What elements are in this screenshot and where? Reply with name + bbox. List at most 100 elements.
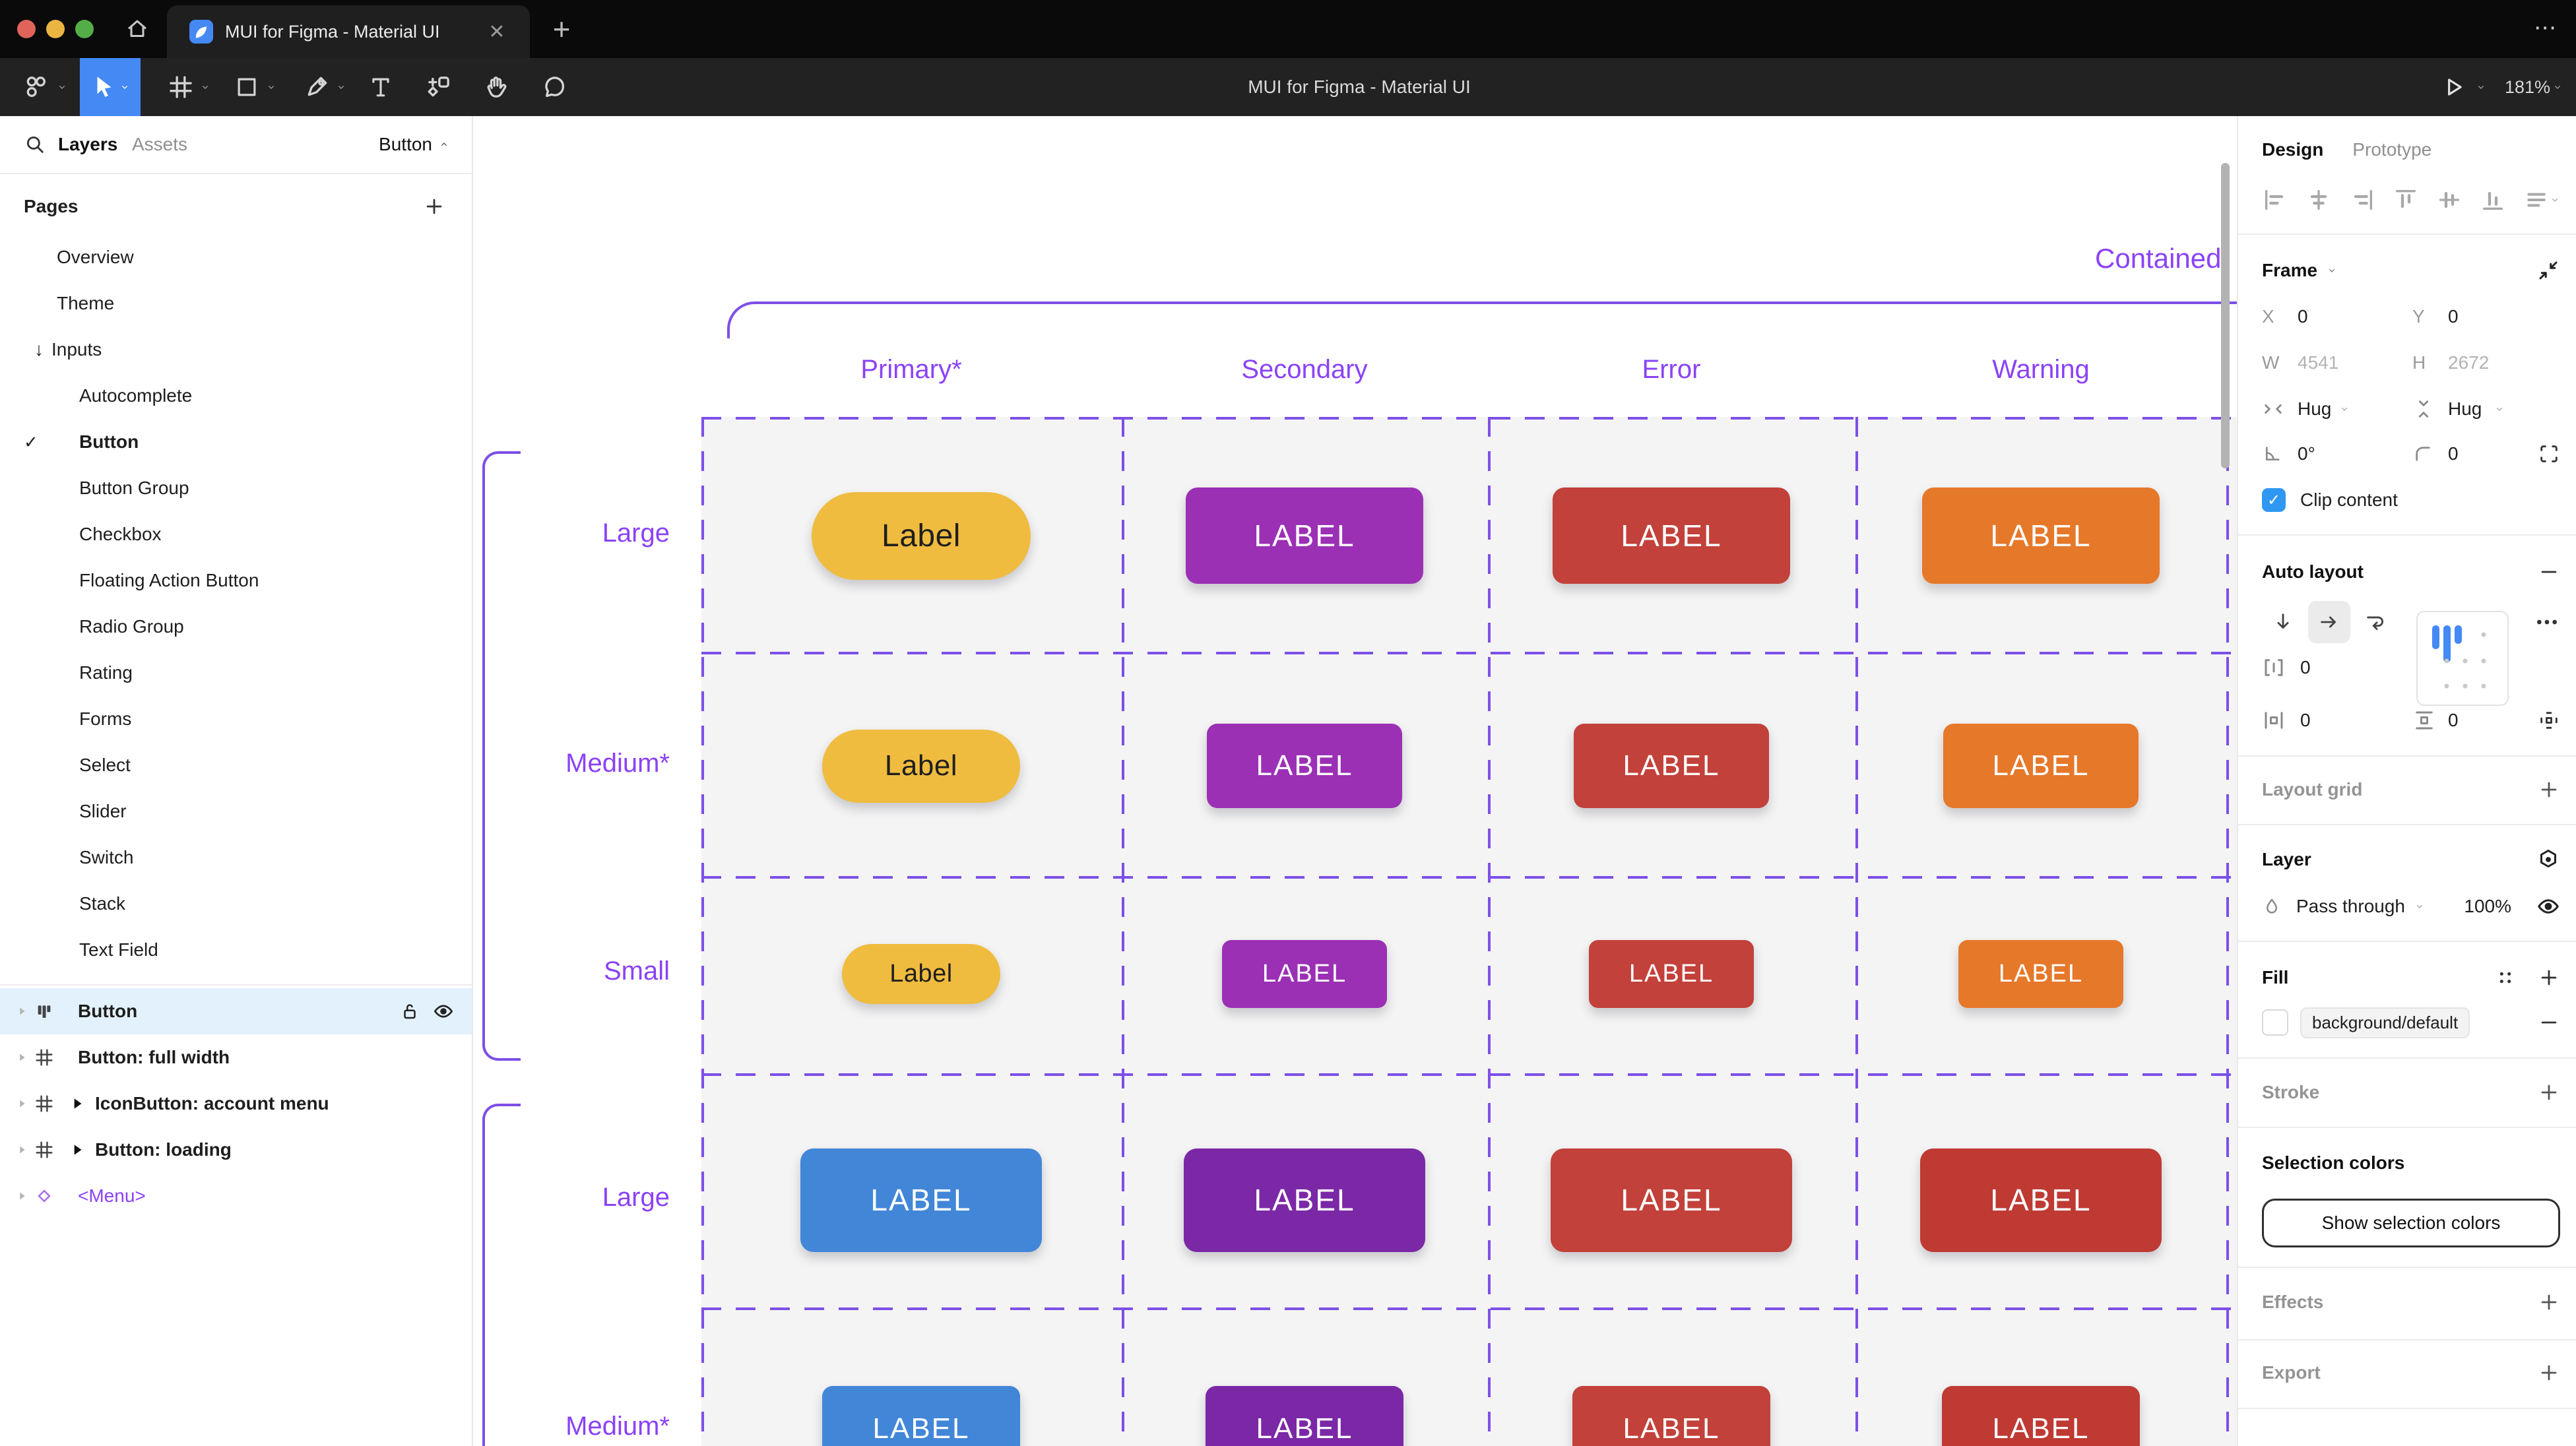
canvas-button[interactable]: LABEL — [1958, 939, 2123, 1008]
hand-tool-button[interactable] — [480, 58, 512, 116]
frame-header-label[interactable]: Frame — [2262, 260, 2318, 280]
blend-mode-icon[interactable] — [2536, 848, 2560, 871]
page-item-forms[interactable]: Forms — [79, 708, 132, 729]
vertical-padding-input[interactable]: 0 — [2448, 710, 2459, 730]
pen-tool-chevron-icon[interactable] — [334, 58, 348, 116]
tab-prototype[interactable]: Prototype — [2352, 139, 2432, 160]
new-tab-button[interactable]: + — [552, 12, 571, 46]
row-label-large[interactable]: Large — [602, 1183, 670, 1212]
tab-design[interactable]: Design — [2262, 139, 2324, 160]
canvas-button[interactable]: LABEL — [1589, 939, 1754, 1008]
row-label-medium[interactable]: Medium* — [565, 1412, 670, 1441]
page-item-theme[interactable]: Theme — [57, 293, 115, 313]
opacity-input[interactable]: 100% — [2464, 896, 2511, 916]
pen-tool-button[interactable] — [301, 58, 333, 116]
main-menu-chevron-icon[interactable] — [54, 58, 70, 116]
home-icon[interactable] — [125, 17, 149, 41]
page-item-stack[interactable]: Stack — [79, 893, 126, 914]
align-left-icon[interactable] — [2262, 187, 2288, 213]
direction-vertical-button[interactable] — [2262, 601, 2304, 643]
canvas-button[interactable]: LABEL — [1943, 724, 2139, 808]
canvas-scrollbar[interactable] — [2221, 163, 2230, 468]
direction-horizontal-button[interactable] — [2308, 601, 2350, 643]
canvas-button[interactable]: LABEL — [1922, 487, 2160, 584]
layer-item-button-full-width[interactable]: Button: full width — [0, 1034, 472, 1081]
show-selection-colors-button[interactable]: Show selection colors — [2262, 1199, 2560, 1247]
add-page-button[interactable] — [423, 195, 445, 218]
align-horizontal-center-icon[interactable] — [2305, 187, 2332, 213]
canvas-button[interactable]: LABEL — [1206, 1385, 1403, 1446]
text-tool-button[interactable] — [365, 58, 397, 116]
align-vertical-center-icon[interactable] — [2436, 187, 2463, 213]
collapse-panel-icon[interactable] — [2536, 259, 2560, 282]
canvas-button[interactable]: Label — [842, 943, 1000, 1004]
independent-corners-icon[interactable] — [2538, 443, 2560, 465]
frame-header-chevron-icon[interactable] — [2327, 265, 2337, 276]
tab-assets[interactable]: Assets — [132, 134, 188, 154]
distribute-menu[interactable] — [2523, 187, 2560, 213]
page-item-text-field[interactable]: Text Field — [79, 939, 158, 960]
horizontal-padding-input[interactable]: 0 — [2300, 710, 2311, 730]
column-header-error[interactable]: Error — [1642, 355, 1701, 384]
disclosure-icon[interactable] — [15, 1004, 29, 1019]
canvas-button[interactable]: LABEL — [1551, 1148, 1792, 1252]
add-effect-icon[interactable] — [2538, 1291, 2560, 1313]
canvas-button[interactable]: LABEL — [1184, 1148, 1425, 1252]
remove-fill-icon[interactable] — [2538, 1011, 2560, 1034]
horizontal-sizing-select[interactable]: Hug — [2298, 398, 2332, 419]
main-menu-icon[interactable] — [18, 58, 53, 116]
row-label-medium[interactable]: Medium* — [565, 749, 670, 778]
add-export-icon[interactable] — [2538, 1362, 2560, 1384]
canvas-button[interactable]: LABEL — [1572, 1385, 1770, 1446]
add-layout-grid-icon[interactable] — [2538, 778, 2560, 801]
independent-padding-icon[interactable] — [2538, 709, 2560, 732]
page-item-radio-group[interactable]: Radio Group — [79, 616, 184, 637]
disclosure-icon[interactable] — [15, 1096, 29, 1111]
canvas-button[interactable]: Label — [822, 729, 1020, 803]
tab-layers[interactable]: Layers — [58, 134, 118, 154]
column-header-secondary[interactable]: Secondary — [1241, 355, 1368, 384]
canvas-button[interactable]: LABEL — [1942, 1385, 2140, 1446]
canvas-button[interactable]: LABEL — [1920, 1148, 2162, 1252]
lock-open-icon[interactable] — [400, 1001, 420, 1021]
align-top-icon[interactable] — [2393, 187, 2419, 213]
align-right-icon[interactable] — [2349, 187, 2375, 213]
blend-mode-select[interactable]: Pass through — [2296, 896, 2405, 916]
zoom-level[interactable]: 181% — [2505, 77, 2551, 97]
add-fill-icon[interactable] — [2538, 966, 2560, 989]
search-icon[interactable] — [24, 133, 46, 156]
present-button[interactable] — [2437, 58, 2469, 116]
remove-auto-layout-icon[interactable] — [2538, 561, 2560, 583]
page-item-slider[interactable]: Slider — [79, 801, 127, 821]
page-item-select[interactable]: Select — [79, 755, 131, 775]
page-item-floating-action-button[interactable]: Floating Action Button — [79, 570, 259, 590]
canvas-button[interactable]: LABEL — [822, 1385, 1020, 1446]
traffic-zoom-button[interactable] — [75, 20, 94, 38]
clip-content-checkbox[interactable]: ✓ — [2262, 488, 2286, 512]
zoom-chevron-icon[interactable] — [2550, 58, 2565, 116]
add-stroke-icon[interactable] — [2538, 1081, 2560, 1104]
corner-radius-input[interactable]: 0 — [2448, 443, 2459, 464]
height-input[interactable]: 2672 — [2448, 352, 2490, 373]
canvas-button[interactable]: LABEL — [1222, 939, 1387, 1008]
canvas[interactable]: Contained Primary* Secondary Error Warning La… — [473, 116, 2237, 1446]
section-title[interactable]: Contained — [2095, 243, 2222, 274]
page-item-overview[interactable]: Overview — [57, 247, 134, 267]
window-more-icon[interactable]: ⋯ — [2534, 15, 2559, 40]
actions-tool-button[interactable] — [423, 58, 455, 116]
gap-input[interactable]: 0 — [2300, 657, 2311, 677]
page-item-checkbox[interactable]: Checkbox — [79, 524, 162, 544]
fill-style-chip[interactable]: background/default — [2300, 1007, 2470, 1038]
canvas-button[interactable]: LABEL — [800, 1148, 1042, 1252]
frame-tool-chevron-icon[interactable] — [198, 58, 212, 116]
traffic-close-button[interactable] — [17, 20, 36, 38]
tab-close-icon[interactable]: ✕ — [488, 20, 505, 43]
layer-item-button-loading[interactable]: Button: loading — [0, 1127, 472, 1173]
comment-tool-button[interactable] — [538, 58, 570, 116]
traffic-minimize-button[interactable] — [46, 20, 65, 38]
page-item-switch[interactable]: Switch — [79, 847, 134, 867]
fill-color-swatch[interactable] — [2262, 1009, 2288, 1036]
shape-tool-chevron-icon[interactable] — [264, 58, 278, 116]
frame-tool-button[interactable] — [165, 58, 197, 116]
layer-item-iconbutton-account-menu[interactable]: IconButton: account menu — [0, 1081, 472, 1127]
